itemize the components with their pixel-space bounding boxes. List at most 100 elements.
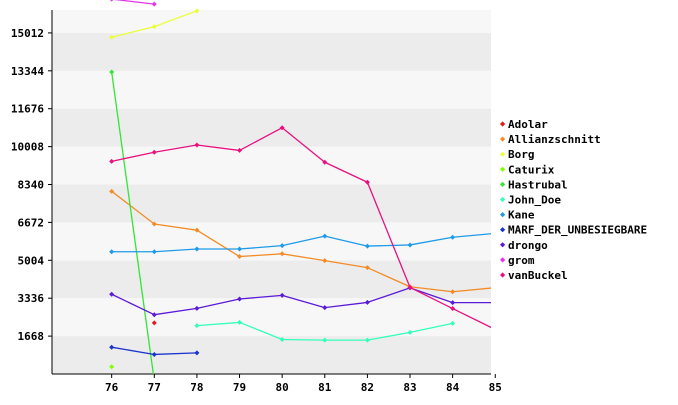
legend-marker bbox=[500, 181, 506, 187]
legend-label: grom bbox=[508, 254, 535, 267]
grid-band bbox=[52, 298, 491, 337]
x-tick-label: 83 bbox=[403, 381, 416, 394]
grid-band bbox=[52, 10, 491, 33]
data-point bbox=[109, 344, 115, 350]
legend-label: Kane bbox=[508, 209, 535, 222]
x-tick-label: 78 bbox=[190, 381, 203, 394]
data-point bbox=[279, 292, 285, 298]
y-tick-label: 15012 bbox=[11, 27, 44, 40]
data-point bbox=[364, 179, 370, 185]
series-line-segment bbox=[111, 151, 155, 162]
series-line-segment bbox=[367, 331, 411, 341]
series-line-segment bbox=[154, 144, 198, 153]
legend-label: Allianzschnitt bbox=[508, 133, 601, 146]
series-Caturix bbox=[109, 364, 115, 370]
series-line-segment bbox=[113, 0, 155, 5]
data-point bbox=[151, 149, 157, 155]
data-point bbox=[279, 336, 285, 342]
y-tick-label: 6672 bbox=[18, 216, 45, 229]
series-line-segment bbox=[111, 71, 155, 374]
y-tick-label: 5004 bbox=[18, 254, 45, 267]
series-layer bbox=[109, 0, 498, 374]
data-point bbox=[493, 231, 498, 236]
data-point bbox=[237, 147, 243, 153]
series-line-segment bbox=[154, 248, 197, 253]
data-point bbox=[322, 159, 328, 165]
data-point bbox=[237, 319, 243, 325]
x-tick-label: 84 bbox=[446, 381, 460, 394]
legend-marker bbox=[500, 121, 506, 127]
data-point bbox=[322, 337, 328, 343]
series-line-segment bbox=[324, 301, 368, 309]
series-Adolar bbox=[151, 320, 157, 326]
grid-bands bbox=[52, 10, 491, 374]
data-point bbox=[110, 0, 114, 2]
series-line-segment bbox=[409, 286, 453, 310]
data-point bbox=[194, 8, 200, 14]
series-line-segment bbox=[324, 259, 368, 269]
data-point bbox=[364, 337, 370, 343]
x-tick-label: 85 bbox=[489, 381, 502, 394]
series-line-segment bbox=[196, 229, 240, 258]
series-line-segment bbox=[281, 294, 325, 309]
data-point bbox=[364, 243, 370, 249]
series-line-segment bbox=[239, 244, 283, 250]
data-point bbox=[194, 305, 200, 311]
legend-label: vanBuckel bbox=[508, 269, 568, 282]
data-point bbox=[109, 34, 115, 40]
series-line-segment bbox=[281, 127, 326, 163]
data-point bbox=[322, 233, 328, 239]
legend-marker bbox=[500, 166, 506, 172]
series-line-segment bbox=[239, 321, 283, 341]
data-point bbox=[109, 188, 115, 194]
data-point bbox=[151, 1, 157, 7]
grid-band bbox=[52, 70, 491, 109]
x-tick-label: 81 bbox=[318, 381, 332, 394]
series-line-segment bbox=[367, 244, 411, 247]
legend-item: grom bbox=[500, 254, 535, 267]
series-MARF_DER_UNBESIEGBARE bbox=[109, 344, 200, 357]
series-line-segment bbox=[196, 144, 240, 152]
data-point bbox=[194, 323, 200, 329]
series-line-segment bbox=[196, 298, 240, 309]
data-point bbox=[279, 243, 285, 249]
data-point bbox=[450, 234, 456, 240]
y-tick-label: 8340 bbox=[18, 179, 45, 192]
series-line-segment bbox=[452, 233, 491, 238]
legend-label: Caturix bbox=[508, 163, 555, 176]
series-line-segment bbox=[111, 25, 155, 38]
legend: Adolar Allianzschnitt Borg Caturix Hastrubal… bbox=[500, 118, 647, 282]
series-line-segment bbox=[409, 322, 453, 334]
data-point bbox=[407, 284, 413, 290]
legend-marker bbox=[500, 227, 506, 233]
data-point bbox=[322, 258, 328, 264]
series-vanBuckel bbox=[109, 125, 491, 329]
legend-item: Kane bbox=[500, 209, 535, 222]
series-line-segment bbox=[452, 287, 491, 293]
data-point bbox=[109, 249, 115, 255]
legend-marker bbox=[500, 272, 506, 278]
data-point bbox=[194, 246, 200, 252]
legend-item: Allianzschnitt bbox=[500, 133, 601, 146]
data-point bbox=[450, 320, 456, 326]
y-tick-label: 10008 bbox=[11, 141, 44, 154]
series-line-segment bbox=[367, 287, 411, 304]
data-point bbox=[364, 299, 370, 305]
data-point bbox=[237, 296, 243, 302]
legend-item: MARF_DER_UNBESIEGBARE bbox=[500, 224, 647, 237]
legend-label: Adolar bbox=[508, 118, 548, 131]
legend-marker bbox=[500, 212, 506, 218]
data-point bbox=[151, 24, 157, 30]
legend-item: vanBuckel bbox=[500, 269, 568, 282]
data-point bbox=[364, 265, 370, 271]
legend-marker bbox=[500, 151, 506, 157]
data-point bbox=[151, 249, 157, 255]
series-line-segment bbox=[324, 235, 368, 247]
series-line-segment bbox=[282, 235, 325, 247]
series-line-segment bbox=[196, 321, 240, 327]
series-line-segment bbox=[154, 352, 197, 356]
axes: 1668 3336 5004 6672 8340 10008 11676 13344 15012… bbox=[11, 10, 502, 394]
series-Hastrubal bbox=[109, 69, 155, 374]
